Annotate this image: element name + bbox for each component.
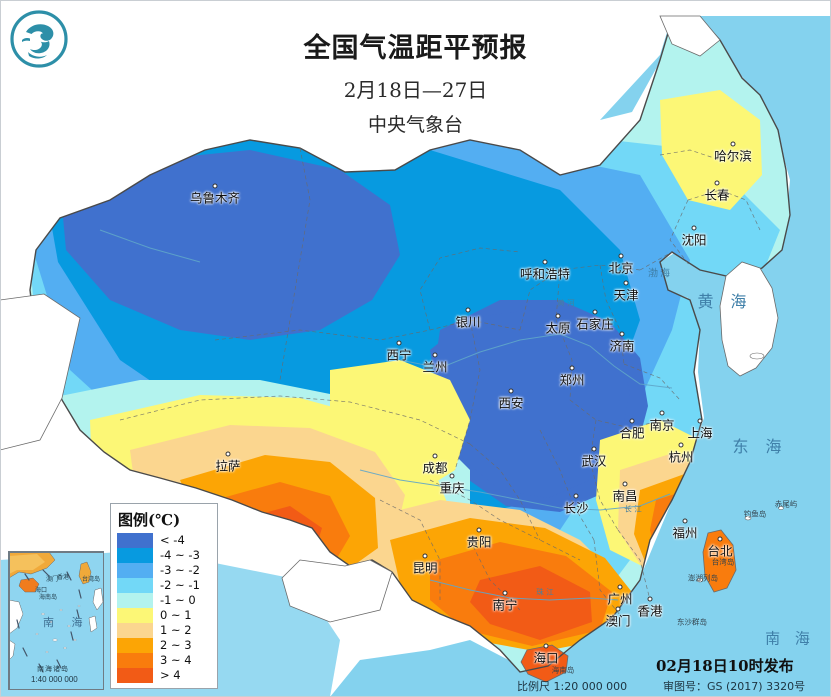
legend-row: < -4 [117,533,212,548]
city-marker-dot [619,331,625,337]
city-marker-dot [682,518,688,524]
city-marker-dot [623,280,629,286]
legend-label: 1 ~ 2 [160,623,192,637]
legend-swatch [117,593,153,608]
city-marker-dot [714,180,720,186]
issue-time-label: 02月18日10时发布 [656,657,794,675]
province-boundaries [119,147,761,616]
city-marker-dot [432,352,438,358]
legend-swatch [117,548,153,563]
city-marker-dot [396,340,402,346]
inset-place-label: 台湾岛 [82,576,101,583]
city-marker-dot [508,388,514,394]
taiwan-fill [702,529,737,593]
legend-swatch [117,653,153,668]
south-china-sea-inset-map: 南 海 南海诸岛 1:40 000 000 海口 海南岛 澳门 香港 台湾岛 [8,551,104,690]
inset-place-label: 澳门 [46,576,59,583]
city-marker-dot [647,596,653,602]
city-marker-dot [212,183,218,189]
legend-label: < -4 [160,533,185,547]
legend-swatch [117,638,153,653]
legend-label: -1 ~ 0 [160,593,196,607]
city-marker-dot [569,365,575,371]
city-marker-dot [592,309,598,315]
legend-label: -4 ~ -3 [160,548,200,562]
legend-row: 0 ~ 1 [117,608,212,623]
legend-swatch [117,533,153,548]
cma-dragon-logo [10,10,68,68]
inset-scale-label: 1:40 000 000 [31,675,78,684]
neighbour-landmass [0,15,779,623]
city-marker-dot [449,473,455,479]
legend-row: 1 ~ 2 [117,623,212,638]
city-marker-dot [629,418,635,424]
legend-label: 0 ~ 1 [160,608,192,622]
city-marker-dot [502,590,508,596]
city-marker-dot [542,259,548,265]
city-marker-dot [225,451,231,457]
city-marker-dot [422,553,428,559]
legend-label: 2 ~ 3 [160,638,192,652]
map-scale-label: 比例尺 1:20 000 000 [517,680,628,693]
inset-archipelago-label: 南海诸岛 [37,666,69,673]
inset-place-label: 海口 [35,587,48,594]
legend-row: -4 ~ -3 [117,548,212,563]
city-marker-dot [717,536,723,542]
legend-title: 图例(℃) [118,511,181,529]
city-marker-dot [555,313,561,319]
city-marker-dot [618,253,624,259]
legend-swatch [117,563,153,578]
legend-swatch [117,608,153,623]
city-marker-dot [465,307,471,313]
map-approval-number: 审图号：GS (2017) 3320号 [663,680,806,693]
legend-row: -1 ~ 0 [117,593,212,608]
inset-canvas [9,552,103,689]
small-islands [696,352,784,583]
legend-label: -3 ~ -2 [160,563,200,577]
city-marker-dot [432,453,438,459]
legend-row: 2 ~ 3 [117,638,212,653]
china-national-border [29,17,791,673]
city-marker-dot [730,141,736,147]
legend-row: -2 ~ -1 [117,578,212,593]
legend-label: > 4 [160,668,181,682]
legend-row: -3 ~ -2 [117,563,212,578]
legend-label: -2 ~ -1 [160,578,200,592]
city-marker-dot [622,481,628,487]
legend-swatch [117,623,153,638]
legend-swatch [117,578,153,593]
city-marker-dot [573,493,579,499]
river-lines [99,229,673,601]
legend-row: 3 ~ 4 [117,653,212,668]
inset-sea-label: 南 海 [43,616,90,629]
inset-place-label: 海南岛 [39,594,58,601]
hainan-fill [520,644,569,683]
legend-swatch [117,668,153,683]
inset-place-label: 香港 [57,574,70,581]
city-marker-dot [697,418,703,424]
legend-label: 3 ~ 4 [160,653,192,667]
city-marker-dot [543,643,549,649]
city-marker-dot [615,606,621,612]
legend-row: > 4 [117,668,212,683]
city-marker-dot [678,442,684,448]
city-marker-dot [617,584,623,590]
city-marker-dot [659,410,665,416]
city-marker-dot [591,446,597,452]
city-marker-dot [476,527,482,533]
city-marker-dot [691,225,697,231]
